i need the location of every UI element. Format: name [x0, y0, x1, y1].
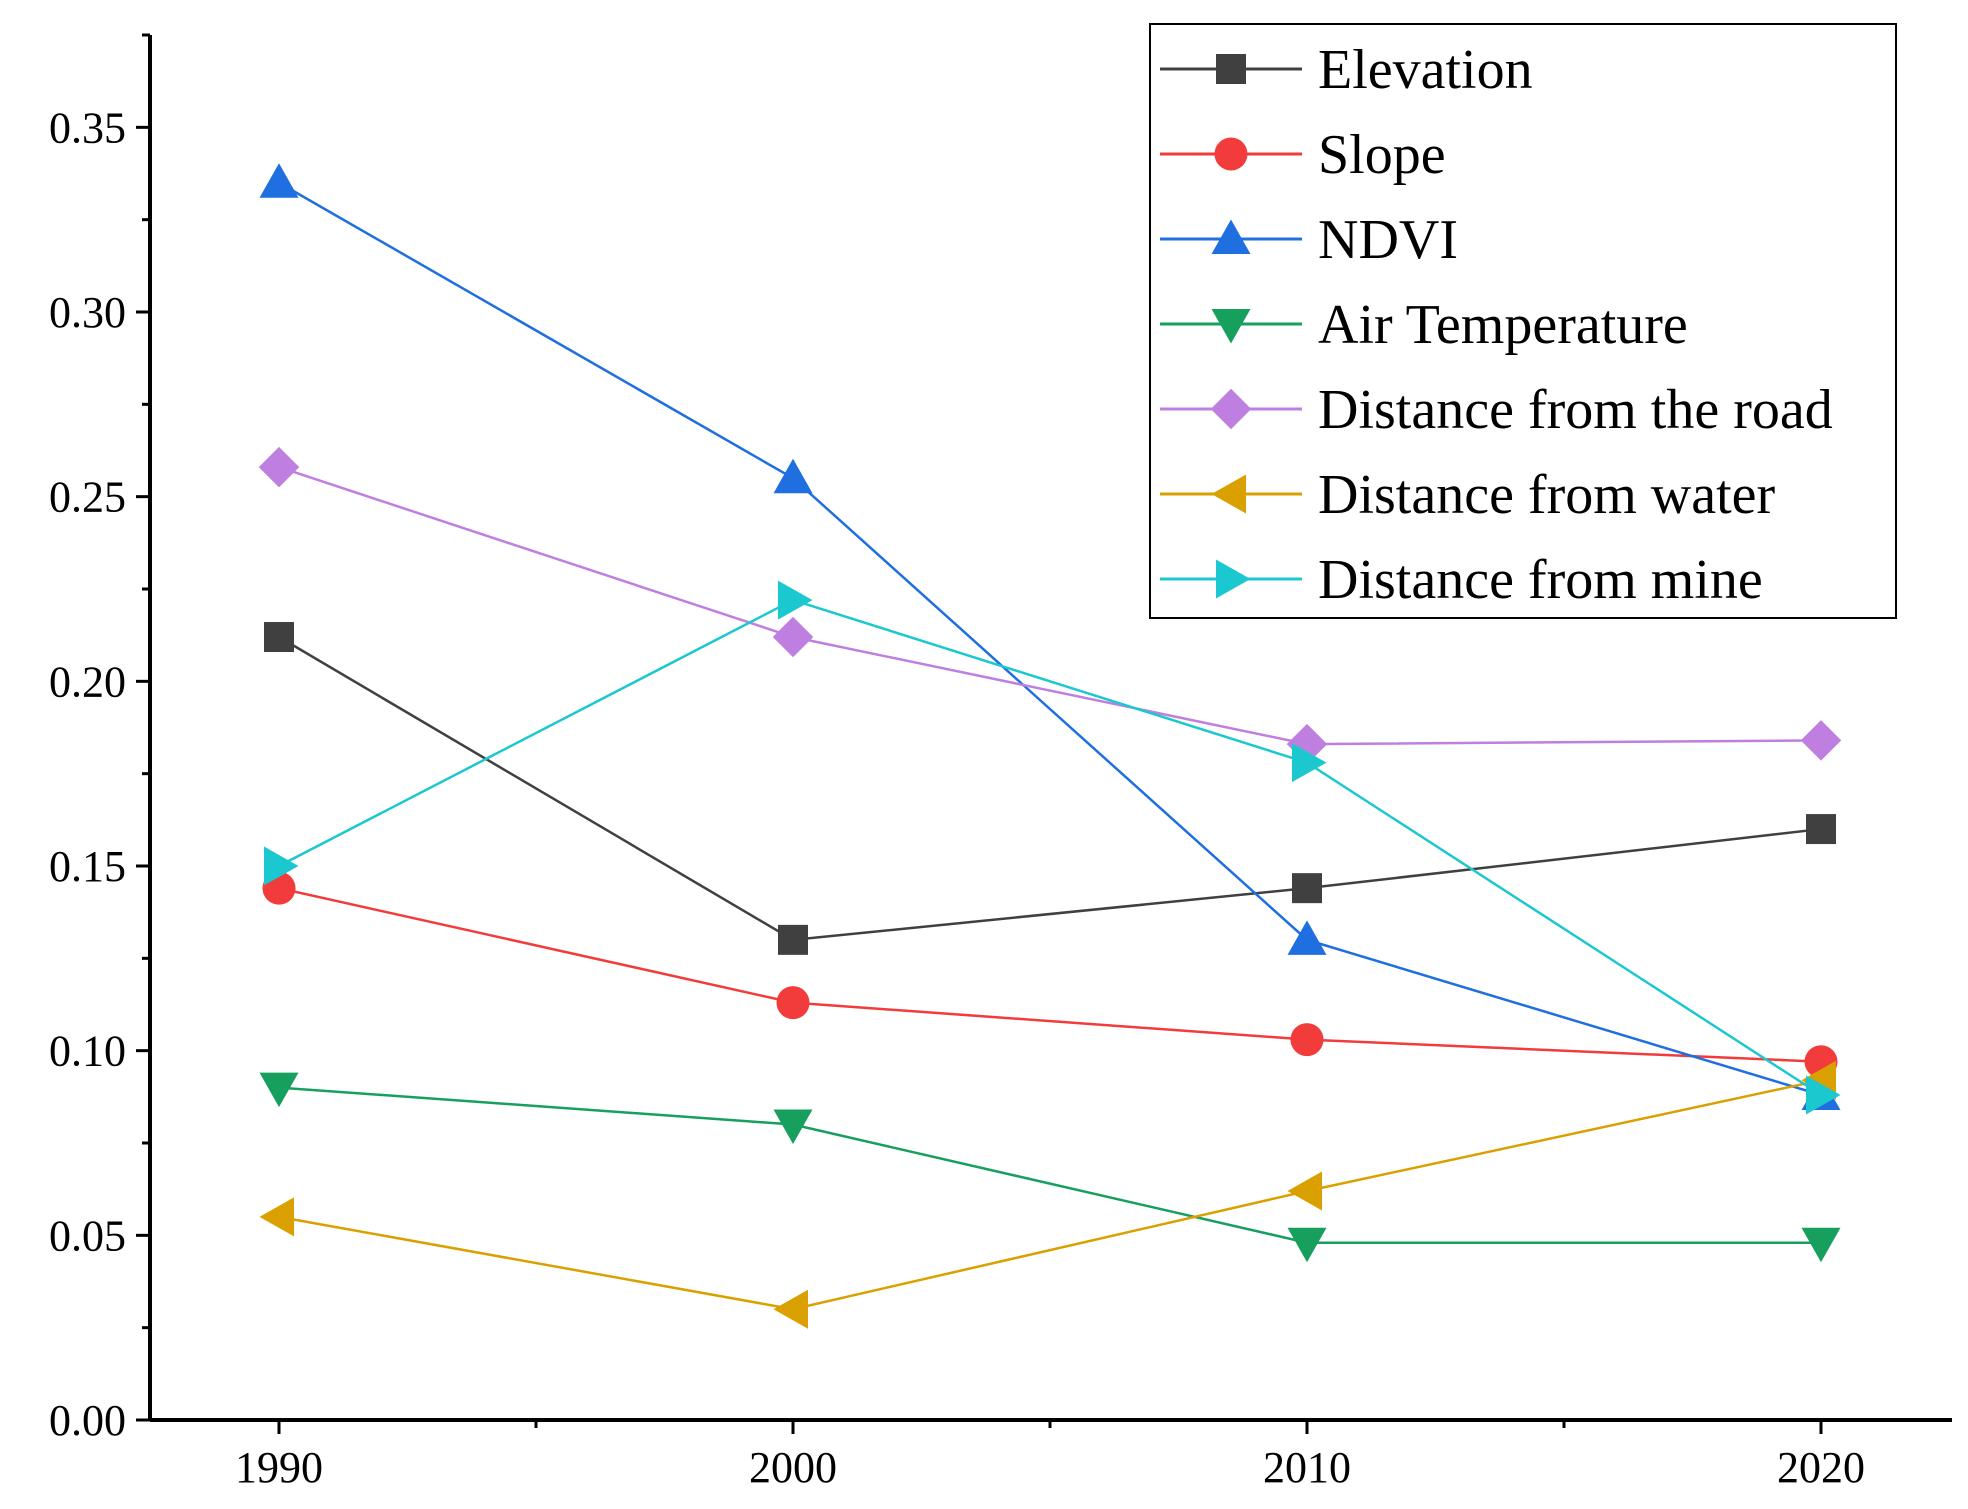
legend: Elevation Slope NDVI Air Temperature Distanc… [1149, 23, 1897, 619]
legend-label: Distance from mine [1318, 549, 1763, 611]
series-distance-from-water [259, 1060, 1836, 1329]
series-distance-from-mine [264, 580, 1841, 1115]
data-point-distance-from-mine [264, 846, 299, 886]
data-point-distance-from-water [1287, 1171, 1322, 1211]
y-tick-label: 0.00 [49, 1396, 126, 1445]
data-point-distance-from-water [773, 1289, 808, 1329]
x-tick-label: 2000 [749, 1443, 837, 1492]
data-point-air-temperature [1287, 1227, 1327, 1263]
series-elevation [264, 622, 1836, 955]
series-ndvi [259, 163, 1841, 1110]
x-tick-label: 1990 [235, 1443, 323, 1492]
data-point-distance-from-the-road [258, 446, 300, 488]
legend-item-distance-from-the-road: Distance from the road [1160, 379, 1833, 441]
series-distance-from-the-road [258, 446, 1842, 765]
data-point-distance-from-the-road [1800, 720, 1842, 761]
legend-marker [1216, 54, 1246, 84]
y-tick-label: 0.35 [49, 103, 126, 152]
legend-label: Distance from the road [1318, 379, 1833, 441]
series-air-temperature [259, 1072, 1841, 1263]
legend-marker [1211, 474, 1246, 514]
data-point-elevation [264, 622, 294, 653]
series-line-slope [278, 886, 1822, 1063]
legend-label: Air Temperature [1318, 294, 1688, 356]
data-point-elevation [778, 924, 808, 955]
data-point-ndvi [259, 163, 299, 198]
legend-item-ndvi: NDVI [1160, 209, 1458, 271]
series-line-distance-from-water [278, 1078, 1822, 1311]
series-line-elevation [278, 635, 1822, 942]
legend-marker [1211, 219, 1251, 254]
legend-item-distance-from-water: Distance from water [1160, 464, 1775, 526]
data-point-ndvi [1287, 920, 1327, 955]
series-line-ndvi [278, 181, 1822, 1097]
x-tick-label: 2010 [1263, 1443, 1351, 1492]
axes: 0.00 0.05 0.10 0.15 0.20 0.25 0.30 0.35 1990 2000… [49, 33, 1952, 1492]
series-group [258, 163, 1842, 1329]
legend-marker [1216, 559, 1251, 599]
legend-box [1149, 23, 1897, 619]
legend-item-air-temperature: Air Temperature [1160, 294, 1688, 356]
data-point-slope [776, 986, 810, 1020]
legend-marker [1214, 137, 1248, 171]
data-point-elevation [1292, 873, 1322, 904]
legend-item-slope: Slope [1160, 124, 1446, 186]
data-point-distance-from-the-road [772, 616, 814, 658]
series-slope [262, 871, 1838, 1079]
data-point-distance-from-water [259, 1197, 294, 1237]
legend-label: NDVI [1318, 209, 1458, 271]
series-line-distance-from-the-road [278, 465, 1822, 746]
data-point-elevation [1806, 814, 1836, 845]
y-tick-label: 0.20 [49, 657, 126, 706]
data-point-air-temperature [259, 1072, 299, 1108]
y-tick-label: 0.05 [49, 1211, 126, 1260]
legend-label: Slope [1318, 124, 1446, 186]
series-line-air-temperature [278, 1086, 1821, 1244]
data-point-distance-from-mine [1806, 1075, 1841, 1115]
data-point-air-temperature [1801, 1227, 1841, 1263]
data-point-ndvi [773, 458, 813, 494]
legend-item-distance-from-mine: Distance from mine [1160, 549, 1763, 611]
legend-marker [1211, 309, 1251, 344]
y-tick-label: 0.25 [49, 473, 126, 522]
data-point-slope [1290, 1023, 1324, 1057]
series-line-distance-from-mine [278, 598, 1822, 1097]
x-tick-label: 2020 [1777, 1443, 1865, 1492]
y-tick-label: 0.10 [49, 1027, 126, 1076]
data-point-distance-from-mine [1292, 743, 1327, 783]
legend-item-elevation: Elevation [1160, 39, 1533, 101]
legend-marker [1210, 388, 1252, 430]
data-point-distance-from-mine [778, 580, 813, 620]
y-tick-label: 0.15 [49, 842, 126, 891]
data-point-air-temperature [773, 1109, 813, 1145]
legend-label: Elevation [1318, 39, 1533, 101]
legend-label: Distance from water [1318, 464, 1775, 526]
y-tick-label: 0.30 [49, 288, 126, 337]
